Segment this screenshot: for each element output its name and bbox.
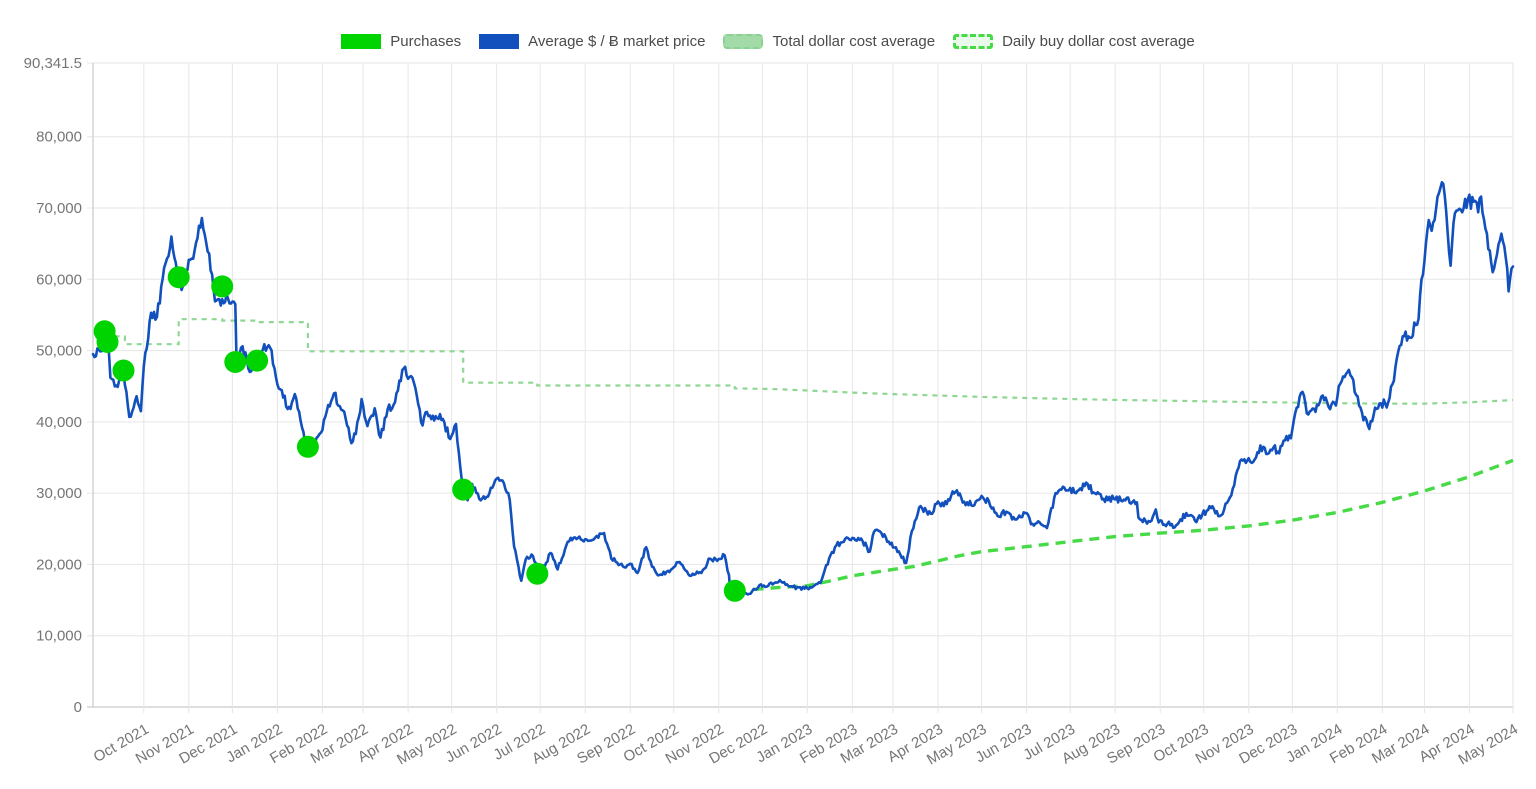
purchase-dot[interactable]	[167, 266, 190, 289]
legend-item-daily-dca[interactable]: Daily buy dollar cost average	[953, 33, 1195, 50]
legend-swatch-purchases	[341, 34, 382, 49]
market-price-line	[91, 181, 1515, 596]
purchase-dot[interactable]	[246, 349, 269, 372]
total-dca-line	[104, 318, 1514, 405]
legend-swatch-market-price	[479, 34, 520, 49]
legend-item-total-dca[interactable]: Total dollar cost average	[723, 33, 935, 50]
y-axis-tick-label: 0	[74, 699, 82, 716]
legend-swatch-total-dca	[723, 34, 764, 49]
y-axis-tick-label: 50,000	[36, 343, 82, 360]
legend-item-purchases[interactable]: Purchases	[341, 33, 461, 50]
purchase-dot[interactable]	[96, 331, 119, 353]
purchase-dot[interactable]	[723, 579, 746, 602]
y-axis-tick-label: 10,000	[36, 628, 82, 645]
chart-legend: Purchases Average $ / Ƀ market price Total…	[0, 33, 1536, 50]
y-axis-tick-label: 60,000	[36, 271, 82, 288]
purchase-dot[interactable]	[526, 562, 549, 585]
legend-label: Purchases	[390, 33, 462, 50]
purchase-dot[interactable]	[296, 435, 319, 458]
legend-swatch-daily-dca	[953, 34, 994, 49]
y-axis-tick-label: 20,000	[36, 556, 82, 573]
purchase-dot[interactable]	[112, 359, 135, 382]
y-axis-tick-label: 80,000	[36, 129, 82, 146]
y-axis-tick-label: 40,000	[36, 414, 82, 431]
y-axis-tick-label: 30,000	[36, 485, 82, 502]
daily-dca-line	[753, 458, 1514, 592]
purchase-dots	[93, 266, 746, 602]
legend-label: Daily buy dollar cost average	[1002, 33, 1195, 50]
purchase-dot[interactable]	[452, 478, 475, 501]
purchase-dot[interactable]	[211, 275, 234, 298]
purchase-dot[interactable]	[224, 351, 247, 373]
legend-item-market-price[interactable]: Average $ / Ƀ market price	[479, 33, 705, 50]
legend-label: Total dollar cost average	[772, 33, 936, 50]
y-axis-tick-label: 90,341.5	[24, 55, 82, 72]
legend-label: Average $ / Ƀ market price	[528, 33, 706, 50]
y-axis-tick-label: 70,000	[36, 200, 82, 217]
